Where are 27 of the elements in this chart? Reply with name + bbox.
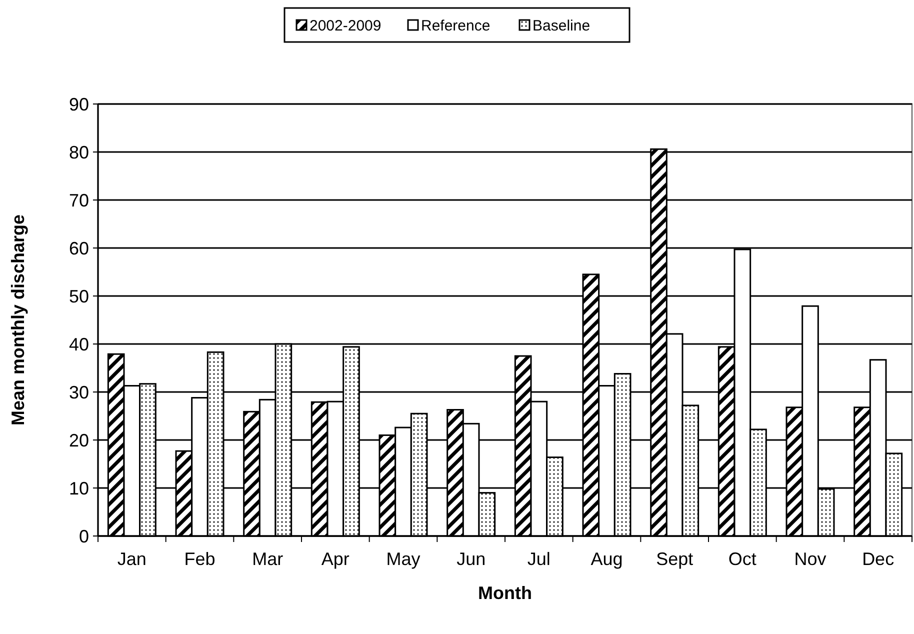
x-tick-label: Oct bbox=[728, 549, 756, 569]
y-tick-label: 30 bbox=[68, 382, 89, 402]
x-tick-label: Mar bbox=[252, 549, 284, 569]
y-tick-label: 80 bbox=[68, 142, 89, 162]
x-tick-label: Jul bbox=[527, 549, 550, 569]
legend-label: Baseline bbox=[532, 17, 590, 34]
x-tick-label: Aug bbox=[590, 549, 623, 569]
x-tick-label: May bbox=[386, 549, 420, 569]
y-tick-label: 90 bbox=[68, 94, 89, 114]
y-tick-label: 0 bbox=[78, 526, 89, 546]
x-axis-title: Month bbox=[478, 583, 532, 603]
y-tick-label: 20 bbox=[68, 430, 89, 450]
y-tick-label: 70 bbox=[68, 190, 89, 210]
y-tick-label: 50 bbox=[68, 286, 89, 306]
y-tick-label: 10 bbox=[68, 478, 89, 498]
y-tick-label: 60 bbox=[68, 238, 89, 258]
x-tick-label: Sept bbox=[656, 549, 694, 569]
legend-label: 2002-2009 bbox=[310, 17, 382, 34]
x-tick-label: Feb bbox=[184, 549, 216, 569]
x-tick-label: Nov bbox=[794, 549, 826, 569]
y-tick-label: 40 bbox=[68, 334, 89, 354]
x-tick-label: Dec bbox=[862, 549, 894, 569]
x-tick-label: Apr bbox=[321, 549, 350, 569]
x-tick-label: Jun bbox=[456, 549, 486, 569]
y-axis-title: Mean monthly discharge bbox=[8, 214, 28, 426]
x-tick-label: Jan bbox=[117, 549, 146, 569]
legend-label: Reference bbox=[421, 17, 490, 34]
